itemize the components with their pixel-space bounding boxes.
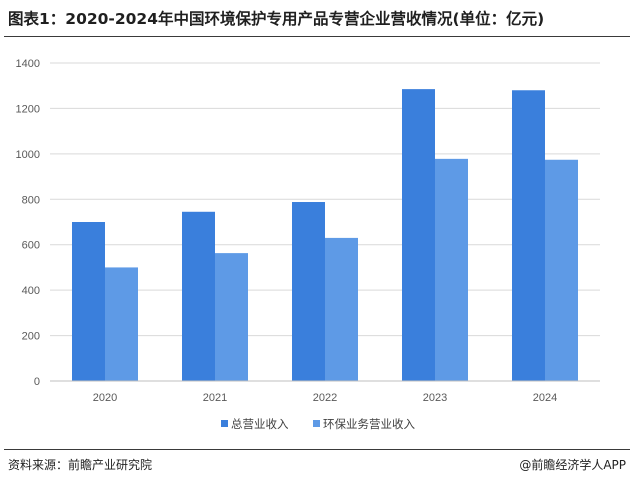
legend-swatch bbox=[221, 420, 228, 427]
x-tick-label: 2024 bbox=[533, 392, 557, 404]
axes: 0 200 400 600 800 1000 1200 1400 2020 2021 2022 202… bbox=[16, 58, 600, 404]
credit-note: @前瞻经济学人APP bbox=[519, 458, 626, 472]
y-tick-label: 1400 bbox=[16, 58, 40, 70]
y-tick-label: 1000 bbox=[16, 149, 40, 161]
legend-label: 总营业收入 bbox=[231, 417, 289, 431]
y-tick-label: 400 bbox=[22, 285, 40, 297]
legend: 总营业收入 环保业务营业收入 bbox=[221, 417, 415, 431]
x-tick-label: 2023 bbox=[423, 392, 447, 404]
source-note: 资料来源：前瞻产业研究院 bbox=[8, 458, 153, 472]
bar-total-2024 bbox=[512, 90, 545, 381]
footer-divider bbox=[4, 449, 630, 450]
x-tick-label: 2021 bbox=[203, 392, 227, 404]
chart-title: 图表1：2020-2024年中国环境保护专用产品专营企业营收情况(单位：亿元) bbox=[8, 10, 545, 28]
x-tick-label: 2020 bbox=[93, 392, 117, 404]
bar-total-2021 bbox=[182, 211, 215, 381]
y-tick-label: 1200 bbox=[16, 103, 40, 115]
bar-env-2020 bbox=[105, 267, 138, 381]
bars bbox=[72, 89, 578, 381]
title-divider bbox=[4, 36, 630, 37]
y-tick-label: 800 bbox=[22, 194, 40, 206]
bar-chart: 0 200 400 600 800 1000 1200 1400 2020 2021 2022 202… bbox=[16, 58, 600, 431]
bar-env-2021 bbox=[215, 253, 248, 381]
legend-label: 环保业务营业收入 bbox=[323, 417, 415, 431]
y-tick-label: 0 bbox=[34, 376, 40, 388]
bar-total-2020 bbox=[72, 222, 105, 381]
bar-env-2024 bbox=[545, 159, 578, 381]
bar-total-2022 bbox=[292, 202, 325, 381]
bar-total-2023 bbox=[402, 89, 435, 381]
bar-env-2023 bbox=[435, 158, 468, 381]
x-tick-label: 2022 bbox=[313, 392, 337, 404]
legend-swatch bbox=[313, 420, 320, 427]
y-tick-label: 600 bbox=[22, 240, 40, 252]
bar-env-2022 bbox=[325, 237, 358, 381]
y-tick-label: 200 bbox=[22, 331, 40, 343]
